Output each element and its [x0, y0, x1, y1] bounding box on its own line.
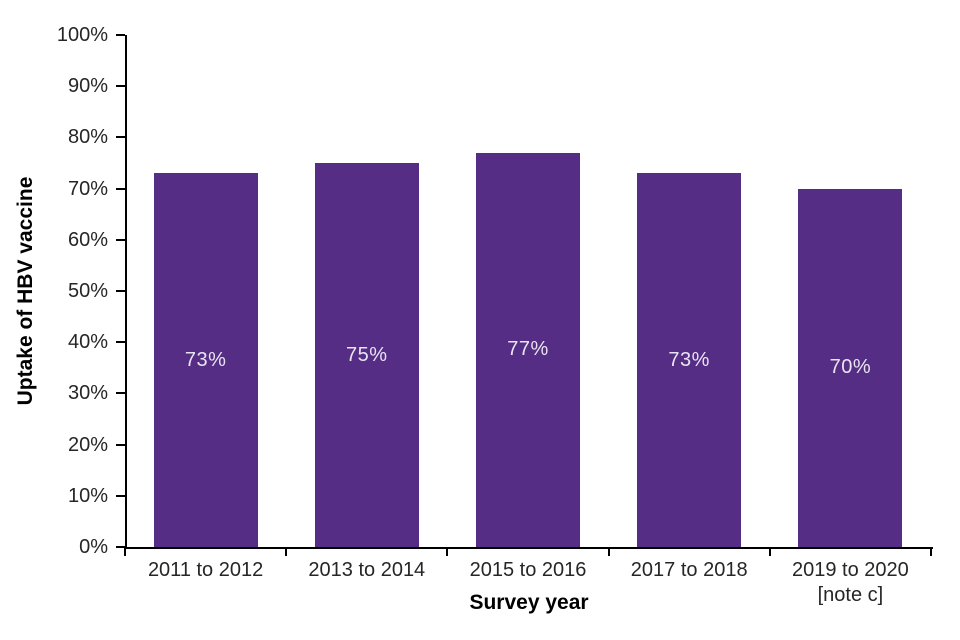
y-axis-tick [116, 546, 125, 548]
y-axis-tick [116, 341, 125, 344]
y-axis-tick [116, 136, 125, 139]
y-axis-tick-label: 30% [67, 382, 108, 405]
y-axis-tick [116, 392, 125, 395]
bar-data-label: 73% [668, 348, 710, 371]
bar-2013-to-2014: 75% [314, 163, 419, 547]
y-axis-tick-label: 20% [67, 433, 108, 456]
x-axis-tick-label: 2019 to 2020 [note c] [760, 558, 940, 608]
bar-2015-to-2016: 77% [476, 152, 580, 547]
x-axis-tick-label-text: 2013 to 2014 [308, 559, 426, 581]
bar-2019-to-2020: 70% [798, 188, 903, 547]
y-axis-tick-label: 80% [67, 126, 108, 149]
x-axis-tick [607, 547, 610, 556]
y-axis-tick-label: 60% [67, 228, 108, 251]
y-axis-tick-label: 0% [79, 536, 108, 558]
x-axis-tick-label-note: [note c] [817, 584, 884, 606]
bar-data-label: 70% [829, 356, 872, 379]
bar-2011-to-2012: 73% [153, 173, 258, 547]
bar-data-label: 73% [184, 348, 227, 371]
x-axis-tick [930, 547, 932, 556]
x-axis-title: Survey year [469, 591, 589, 614]
y-axis-tick [116, 187, 125, 190]
x-axis-tick-label: 2017 to 2018 [599, 558, 779, 583]
y-axis-tick [116, 85, 125, 88]
x-axis-tick-label: 2011 to 2012 [116, 558, 296, 583]
bar-2017-to-2018: 73% [637, 173, 742, 547]
bar-data-label: 77% [507, 338, 549, 361]
x-axis-tick [446, 547, 449, 556]
x-axis-tick-label: 2013 to 2014 [277, 558, 457, 583]
x-axis-tick-label-text: 2011 to 2012 [147, 559, 264, 581]
y-axis-tick [116, 290, 125, 292]
y-axis-tick [116, 34, 125, 36]
y-axis-tick-label: 40% [67, 331, 108, 354]
y-axis-tick-label: 50% [67, 280, 108, 302]
y-axis-tick [116, 494, 125, 497]
x-axis-tick [768, 547, 771, 556]
y-axis-tick-label: 90% [67, 75, 108, 98]
x-axis-tick-label-text: 2019 to 2020 [792, 559, 909, 581]
x-axis-tick [124, 547, 126, 556]
y-axis-tick-label: 10% [67, 484, 108, 507]
y-axis-tick-label: 70% [67, 177, 108, 200]
x-axis-tick [285, 547, 288, 556]
bar-data-label: 75% [346, 343, 388, 366]
x-axis-tick-label-text: 2017 to 2018 [630, 559, 748, 581]
y-axis-tick [116, 238, 125, 241]
y-axis-tick-label: 100% [56, 24, 108, 46]
x-axis-tick-label: 2015 to 2016 [438, 558, 618, 583]
plot-area: 73% 75% 77% 73% 70% [125, 35, 933, 549]
y-axis-tick [116, 443, 125, 446]
x-axis-tick-label-text: 2015 to 2016 [469, 559, 587, 581]
